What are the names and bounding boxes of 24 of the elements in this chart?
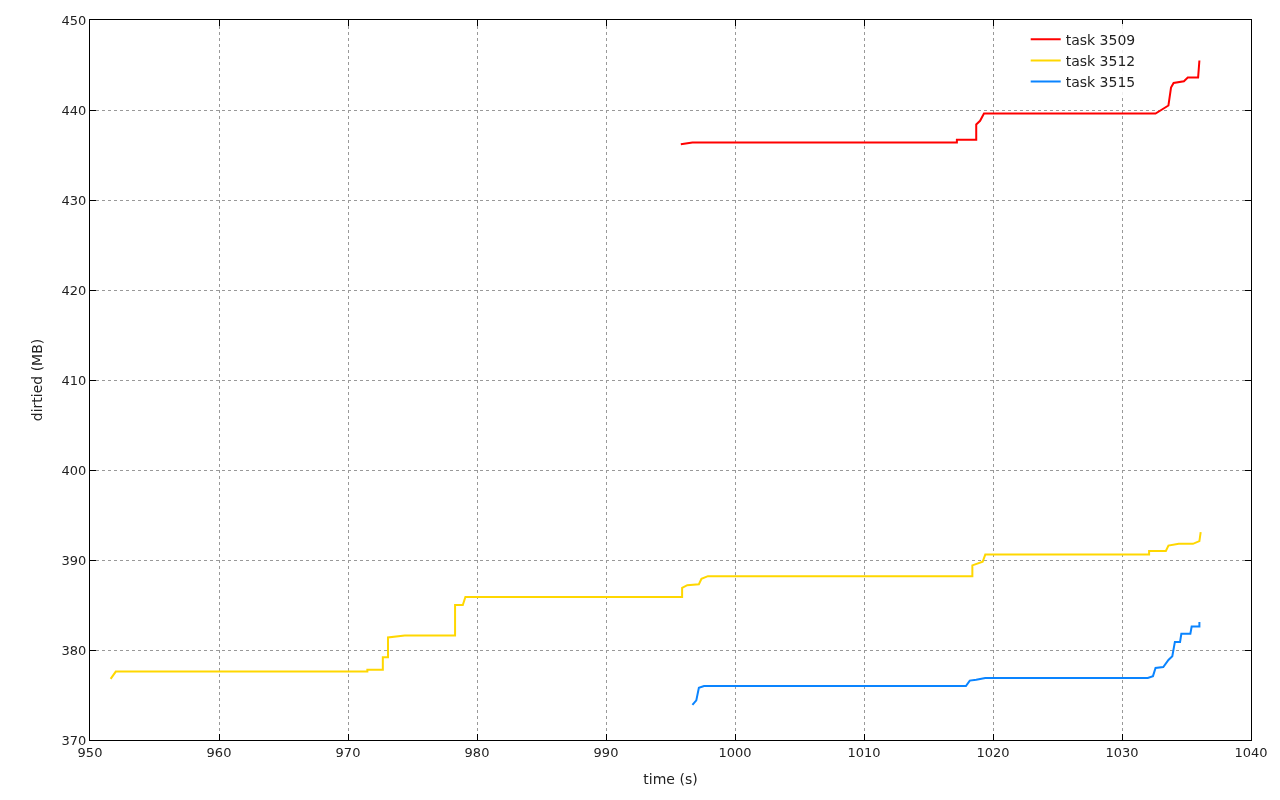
x-tick-label: 970 bbox=[335, 744, 361, 760]
legend-label: task 3515 bbox=[1065, 74, 1136, 91]
x-tick-label: 980 bbox=[464, 744, 490, 760]
y-tick-label: 410 bbox=[61, 372, 87, 388]
y-tick-label: 380 bbox=[61, 642, 87, 658]
y-tick-label: 400 bbox=[61, 462, 87, 478]
y-tick-label: 430 bbox=[61, 192, 87, 208]
x-tick-label: 1000 bbox=[718, 744, 752, 760]
x-tick-label: 990 bbox=[593, 744, 619, 760]
x-tick-label: 1040 bbox=[1234, 744, 1268, 760]
x-tick-label: 1010 bbox=[847, 744, 881, 760]
x-axis-title: time (s) bbox=[643, 770, 698, 787]
y-tick-label: 450 bbox=[61, 12, 87, 28]
legend-label: task 3509 bbox=[1065, 31, 1136, 48]
x-tick-label: 960 bbox=[206, 744, 232, 760]
legend-label: task 3512 bbox=[1065, 52, 1136, 69]
x-tick-label: 1030 bbox=[1105, 744, 1139, 760]
line-series bbox=[691, 621, 1201, 706]
y-axis-title: dirtied (MB) bbox=[29, 338, 46, 422]
y-tick-label: 390 bbox=[61, 552, 87, 568]
x-tick-label: 1020 bbox=[976, 744, 1010, 760]
y-tick-label: 420 bbox=[61, 282, 87, 298]
line-series bbox=[109, 531, 1202, 680]
y-tick-label: 440 bbox=[61, 102, 87, 118]
